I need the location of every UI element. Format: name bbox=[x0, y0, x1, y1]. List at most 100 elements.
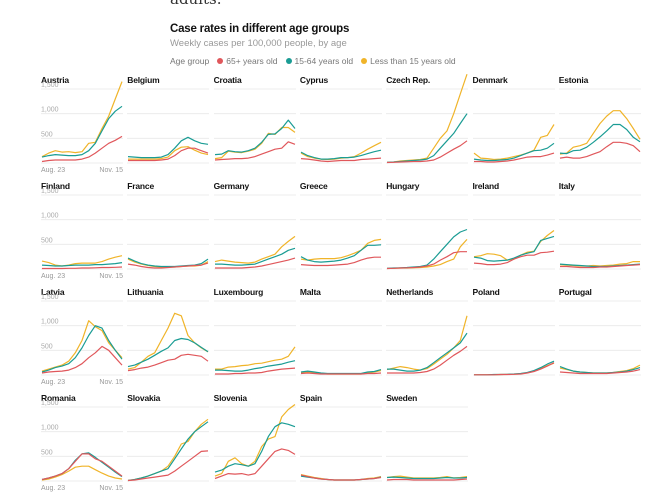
x-tick-label-start: Aug. 23 bbox=[41, 167, 66, 174]
y-tick-label: 500 bbox=[41, 343, 53, 350]
panel-title: Slovenia bbox=[213, 393, 248, 403]
panel-finland: Finland 500 1,000 1,500 Aug. 23 Nov. 15 bbox=[41, 181, 123, 281]
series-line-65-plus bbox=[473, 152, 554, 163]
panel-plot bbox=[472, 300, 555, 376]
panel-plot bbox=[127, 406, 210, 482]
panel-plot bbox=[213, 194, 296, 270]
panel-poland: Poland bbox=[472, 287, 555, 387]
panel-belgium: Belgium bbox=[127, 75, 210, 175]
panel-plot bbox=[127, 300, 210, 376]
series-line-65-plus bbox=[387, 251, 468, 270]
chart-subtitle: Weekly cases per 100,000 people, by age bbox=[170, 38, 347, 49]
panel-plot bbox=[472, 194, 555, 270]
series-line-under-15 bbox=[559, 110, 641, 155]
x-tick-label-start: Aug. 23 bbox=[41, 379, 66, 386]
series-line-65-plus bbox=[300, 474, 381, 481]
legend-text: 65+ years old bbox=[226, 56, 278, 66]
legend-item-under-15: Less than 15 years old bbox=[361, 56, 456, 66]
series-line-15-64 bbox=[214, 422, 295, 473]
panel-austria: Austria 500 1,000 1,500 Aug. 23 Nov. 15 bbox=[41, 75, 123, 175]
panel-ireland: Ireland bbox=[472, 181, 555, 281]
panel-title: Latvia bbox=[41, 287, 65, 297]
panel-title: Austria bbox=[41, 75, 69, 85]
intro-text: adults. bbox=[170, 0, 222, 8]
panel-malta: Malta bbox=[299, 287, 382, 387]
series-line-15-64 bbox=[128, 421, 209, 482]
y-tick-label: 1,000 bbox=[41, 213, 59, 220]
series-line-under-15 bbox=[214, 404, 295, 477]
panel-luxembourg: Luxembourg bbox=[213, 287, 296, 387]
panel-title: Estonia bbox=[558, 75, 589, 85]
panel-cyprus: Cyprus bbox=[299, 75, 382, 175]
panel-title: Denmark bbox=[472, 75, 508, 85]
series-line-65-plus bbox=[387, 140, 468, 164]
panel-slovakia: Slovakia bbox=[127, 393, 210, 493]
series-line-under-15 bbox=[128, 418, 209, 482]
series-line-15-64 bbox=[387, 476, 468, 480]
legend: Age group 65+ years old 15-64 years old … bbox=[170, 56, 456, 66]
series-line-65-plus bbox=[41, 345, 123, 374]
panel-title: Italy bbox=[558, 181, 575, 191]
panel-denmark: Denmark bbox=[472, 75, 555, 175]
legend-dot-icon bbox=[217, 58, 224, 64]
y-tick-label: 1,000 bbox=[41, 425, 59, 432]
y-tick-label: 1,500 bbox=[41, 294, 59, 301]
panel-plot bbox=[213, 404, 296, 482]
series-line-15-64 bbox=[128, 136, 209, 159]
panel-plot: 500 1,000 1,500 bbox=[41, 188, 123, 270]
panel-title: France bbox=[127, 181, 154, 191]
series-line-65-plus bbox=[214, 448, 295, 480]
panel-slovenia: Slovenia bbox=[213, 393, 296, 493]
legend-item-15-64: 15-64 years old bbox=[285, 56, 353, 66]
series-line-65-plus bbox=[128, 262, 209, 269]
series-line-under-15 bbox=[387, 238, 468, 270]
series-line-65-plus bbox=[214, 141, 295, 161]
series-line-65-plus bbox=[559, 369, 640, 375]
series-line-65-plus bbox=[214, 257, 295, 269]
x-tick-label-end: Nov. 15 bbox=[99, 485, 123, 492]
series-line-15-64 bbox=[300, 244, 381, 263]
series-line-65-plus bbox=[128, 353, 209, 372]
panel-title: Cyprus bbox=[299, 75, 328, 85]
x-tick-label-end: Nov. 15 bbox=[99, 273, 123, 280]
panel-plot bbox=[386, 406, 469, 482]
panel-germany: Germany bbox=[213, 181, 296, 281]
series-line-under-15 bbox=[473, 124, 555, 161]
panel-plot: 500 1,000 1,500 bbox=[41, 81, 123, 164]
panel-plot bbox=[127, 194, 210, 270]
panel-plot bbox=[299, 194, 382, 270]
series-line-65-plus bbox=[473, 362, 554, 376]
panel-hungary: Hungary bbox=[386, 181, 469, 281]
panel-spain: Spain bbox=[299, 393, 382, 493]
legend-dot-icon bbox=[361, 58, 368, 64]
panel-romania: Romania 500 1,000 1,500 Aug. 23 Nov. 15 bbox=[41, 393, 123, 493]
chart-title: Case rates in different age groups bbox=[170, 23, 350, 35]
series-line-under-15 bbox=[214, 126, 295, 160]
series-line-65-plus bbox=[214, 367, 295, 375]
legend-label: Age group bbox=[170, 56, 210, 66]
series-line-15-64 bbox=[387, 228, 468, 269]
panel-france: France bbox=[127, 181, 210, 281]
series-line-under-15 bbox=[214, 346, 296, 370]
panel-title: Slovakia bbox=[127, 393, 161, 403]
series-line-65-plus bbox=[559, 141, 641, 159]
panel-title: Poland bbox=[472, 287, 500, 297]
panel-croatia: Croatia bbox=[213, 75, 296, 175]
panel-plot bbox=[299, 88, 382, 164]
panel-plot bbox=[299, 406, 382, 482]
series-line-65-plus bbox=[41, 135, 123, 163]
panel-plot bbox=[472, 88, 555, 164]
series-line-65-plus bbox=[128, 147, 209, 162]
series-line-under-15 bbox=[41, 81, 123, 158]
panel-plot bbox=[213, 88, 296, 164]
y-tick-label: 1,000 bbox=[41, 319, 59, 326]
y-tick-label: 1,000 bbox=[41, 107, 59, 114]
panel-title: Belgium bbox=[127, 75, 160, 85]
panel-plot bbox=[558, 88, 641, 164]
series-line-15-64 bbox=[41, 262, 123, 267]
series-line-under-15 bbox=[41, 465, 123, 481]
series-line-65-plus bbox=[387, 345, 468, 374]
panel-title: Lithuania bbox=[127, 287, 164, 297]
panel-title: Spain bbox=[299, 393, 323, 403]
panel-greece: Greece bbox=[299, 181, 382, 281]
